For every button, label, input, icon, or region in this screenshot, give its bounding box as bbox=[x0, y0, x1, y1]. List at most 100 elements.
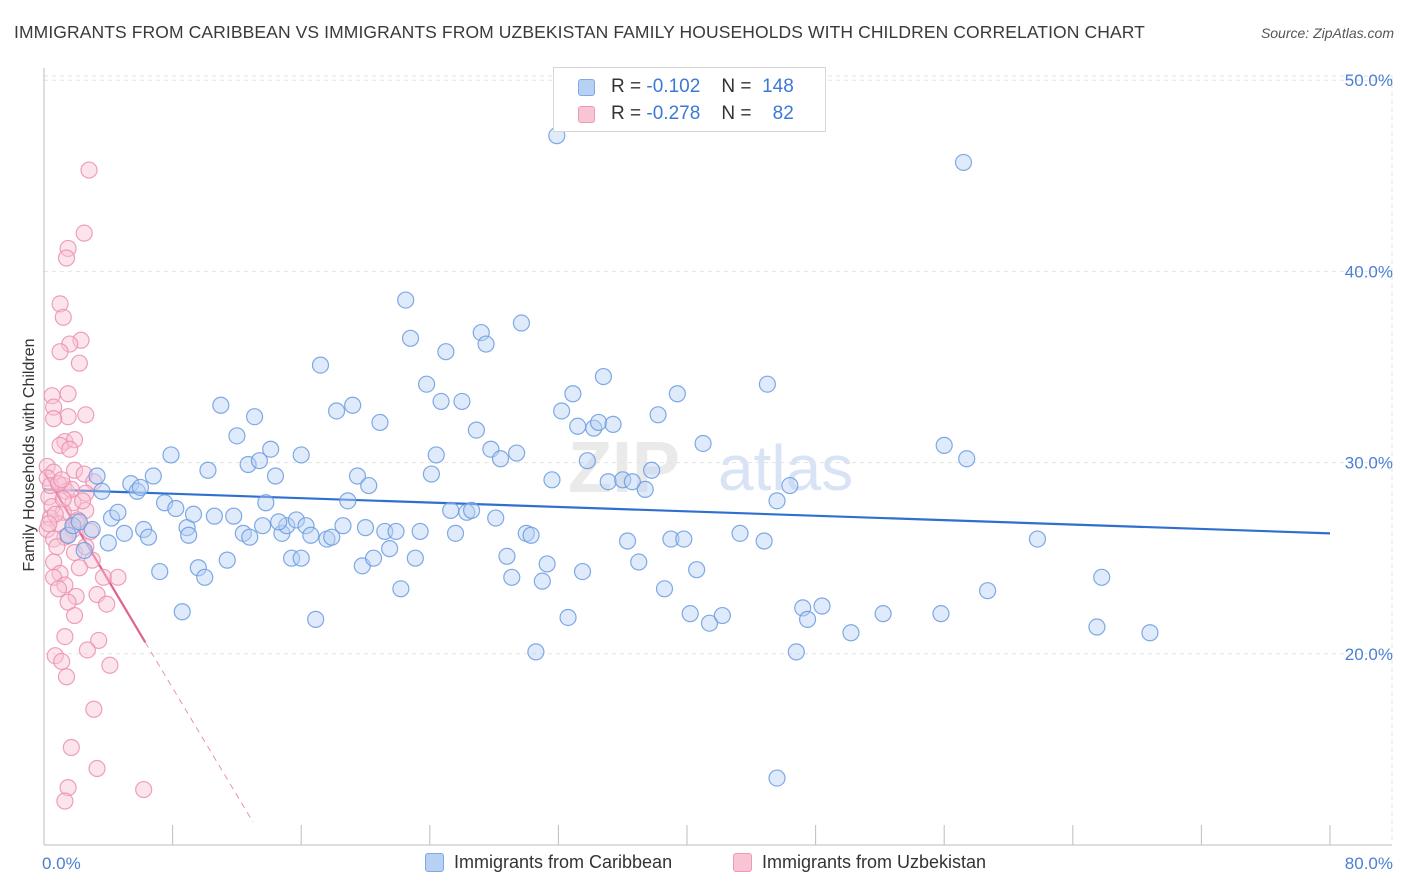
caribbean-point bbox=[262, 440, 280, 458]
caribbean-point bbox=[225, 507, 243, 525]
caribbean-point bbox=[787, 643, 805, 661]
caribbean-point bbox=[270, 513, 288, 531]
caribbean-point bbox=[311, 356, 330, 374]
caribbean-point bbox=[282, 549, 301, 567]
y-tick-label: 50.0% bbox=[1345, 71, 1393, 90]
caribbean-point bbox=[538, 555, 556, 573]
caribbean-point bbox=[278, 517, 296, 535]
uzbekistan-point bbox=[109, 568, 127, 586]
caribbean-point bbox=[189, 559, 207, 577]
caribbean-point bbox=[401, 329, 420, 347]
uzbekistan-point bbox=[75, 224, 93, 242]
uzbekistan-point bbox=[59, 385, 77, 403]
caribbean-point bbox=[636, 480, 654, 498]
caribbean-point bbox=[397, 291, 415, 309]
caribbean-point bbox=[681, 605, 699, 623]
caribbean-point bbox=[589, 413, 608, 432]
uzbekistan-point bbox=[56, 792, 74, 810]
caribbean-point bbox=[688, 561, 706, 579]
uzbekistan-point bbox=[54, 490, 72, 508]
stats-legend: R = -0.102 N = 148 R = -0.278 N = 82 bbox=[553, 67, 826, 132]
caribbean-point bbox=[184, 505, 203, 523]
caribbean-point bbox=[768, 769, 786, 787]
caribbean-point bbox=[115, 524, 133, 542]
caribbean-point bbox=[99, 534, 117, 552]
caribbean-point bbox=[599, 473, 617, 491]
uzbekistan-point bbox=[90, 631, 108, 650]
caribbean-point bbox=[643, 461, 661, 479]
caribbean-point bbox=[453, 392, 471, 411]
uzbekistan-point bbox=[88, 759, 106, 778]
watermark-atlas: atlas bbox=[718, 432, 853, 504]
uzbekistan-point bbox=[61, 440, 79, 458]
caribbean-point bbox=[512, 314, 531, 332]
caribbean-point bbox=[731, 524, 749, 542]
caribbean-point bbox=[498, 547, 516, 565]
caribbean-point bbox=[360, 476, 378, 495]
caribbean-point bbox=[297, 517, 315, 535]
r-value: -0.102 bbox=[646, 76, 701, 97]
legend-item-caribbean: Immigrants from Caribbean bbox=[425, 852, 672, 873]
r-label: R = bbox=[611, 103, 642, 124]
caribbean-point bbox=[364, 549, 383, 567]
caribbean-point bbox=[932, 605, 950, 623]
y-tick-label: 40.0% bbox=[1345, 262, 1393, 281]
caribbean-points bbox=[59, 127, 1159, 787]
caribbean-point bbox=[573, 562, 592, 581]
uzbekistan-trend-extension bbox=[144, 642, 254, 823]
legend-uzbekistan-label: Immigrants from Uzbekistan bbox=[762, 852, 987, 872]
caribbean-point bbox=[196, 568, 214, 586]
caribbean-point bbox=[266, 467, 285, 485]
caribbean-point bbox=[257, 494, 275, 512]
uzbekistan-point bbox=[94, 568, 113, 586]
caribbean-point bbox=[522, 526, 540, 544]
uzbekistan-point bbox=[80, 161, 98, 179]
caribbean-point bbox=[287, 511, 305, 529]
caribbean-point bbox=[167, 499, 185, 518]
caribbean-point bbox=[83, 520, 101, 539]
uzbekistan-point bbox=[46, 647, 64, 665]
caribbean-point bbox=[334, 517, 352, 535]
caribbean-point bbox=[1093, 568, 1111, 586]
watermark: ZIP atlas bbox=[568, 428, 853, 508]
axes bbox=[43, 68, 1392, 846]
legend-item-uzbekistan: Immigrants from Uzbekistan bbox=[733, 852, 986, 873]
caribbean-point bbox=[173, 603, 191, 621]
chart-title: IMMIGRANTS FROM CARIBBEAN VS IMMIGRANTS … bbox=[14, 22, 1145, 42]
caribbean-point bbox=[102, 509, 121, 527]
caribbean-point bbox=[327, 402, 346, 420]
uzbekistan-point bbox=[46, 505, 64, 523]
caribbean-point bbox=[491, 450, 510, 468]
source-credit: Source: ZipAtlas.com bbox=[1260, 25, 1394, 41]
caribbean-point bbox=[392, 580, 410, 598]
uzbekistan-point bbox=[53, 652, 71, 671]
caribbean-point bbox=[180, 526, 198, 544]
uzbekistan-swatch bbox=[578, 105, 595, 123]
uzbekistan-point bbox=[65, 431, 84, 449]
caribbean-point bbox=[467, 421, 486, 439]
caribbean-point bbox=[241, 528, 259, 546]
r-value: -0.278 bbox=[646, 103, 701, 124]
caribbean-point bbox=[655, 580, 674, 598]
caribbean-point bbox=[604, 415, 622, 433]
caribbean-point bbox=[569, 417, 587, 435]
caribbean-point bbox=[594, 367, 613, 386]
caribbean-point bbox=[250, 452, 269, 470]
caribbean-point bbox=[59, 526, 77, 544]
caribbean-swatch bbox=[578, 78, 595, 96]
caribbean-point bbox=[1088, 618, 1106, 636]
caribbean-point bbox=[700, 614, 719, 632]
uzbekistan-point bbox=[49, 580, 68, 598]
caribbean-point bbox=[162, 446, 180, 464]
caribbean-point bbox=[88, 467, 106, 485]
uzbekistan-trend-line bbox=[43, 471, 147, 643]
caribbean-point bbox=[874, 605, 892, 623]
n-label: N = bbox=[721, 103, 752, 124]
caribbean-point bbox=[487, 509, 505, 527]
caribbean-point bbox=[958, 450, 976, 468]
uzbekistan-point bbox=[57, 249, 76, 267]
caribbean-point bbox=[935, 436, 953, 454]
caribbean-point bbox=[93, 482, 111, 500]
caribbean-point bbox=[381, 540, 399, 558]
